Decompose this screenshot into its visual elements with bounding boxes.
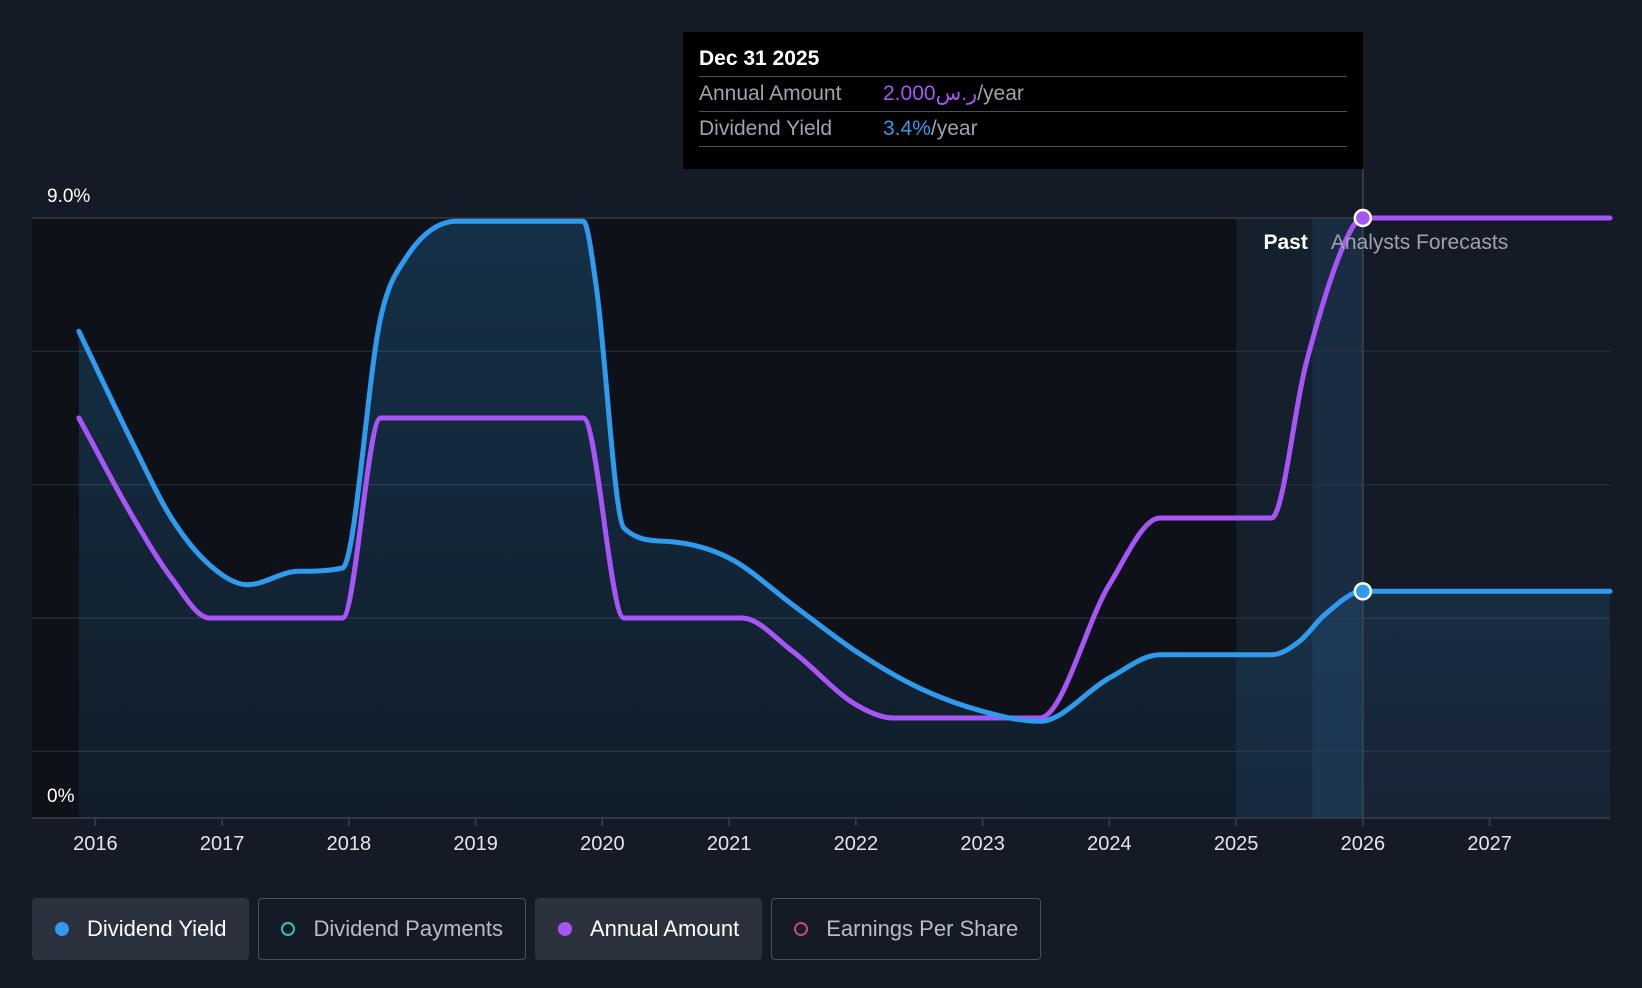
dividend-yield-line <box>76 218 1613 724</box>
annual-amount-marker[interactable] <box>1353 208 1373 228</box>
legend-earnings-per-share-dot-icon <box>794 922 809 936</box>
x-tick-labels: 2016 2017 2018 2019 2020 2021 2022 2023 2024 2025… <box>73 818 1512 855</box>
x-tick-label: 2020 <box>580 833 625 855</box>
dividend-yield-marker[interactable] <box>1353 582 1373 601</box>
legend-dividend-payments[interactable]: Dividend Payments <box>258 898 526 960</box>
tooltip: Dec 31 2025 Annual Amount 2.000ر.س /year… <box>683 32 1363 169</box>
x-tick-label: 2017 <box>200 833 245 855</box>
x-tick-label: 2021 <box>707 833 752 855</box>
past-label: Past <box>1263 231 1307 254</box>
tooltip-annual-amount-row: Annual Amount 2.000ر.س /year <box>699 77 1347 112</box>
x-tick-label: 2019 <box>453 833 498 855</box>
tooltip-dividend-yield-label: Dividend Yield <box>699 117 833 140</box>
tooltip-dividend-yield-row: Dividend Yield 3.4% /year <box>699 112 1347 147</box>
x-tick-label: 2025 <box>1214 833 1259 855</box>
y-tick-label-bottom: 0% <box>47 786 75 807</box>
legend-annual-amount-dot-icon <box>557 922 572 936</box>
legend-dividend-yield-label: Dividend Yield <box>87 916 227 941</box>
legend-dividend-payments-dot-icon <box>281 922 296 936</box>
x-tick-label: 2018 <box>327 833 372 855</box>
y-tick-label-top: 9.0% <box>47 186 90 207</box>
tooltip-annual-amount-unit: /year <box>977 82 1024 105</box>
legend-earnings-per-share-label: Earnings Per Share <box>826 916 1019 941</box>
x-tick-label: 2027 <box>1467 833 1512 855</box>
x-tick-label: 2016 <box>73 833 118 855</box>
x-tick-label: 2024 <box>1087 833 1132 855</box>
tooltip-annual-amount-value: 2.000ر.س <box>883 82 978 105</box>
tooltip-dividend-yield-value: 3.4% <box>883 117 931 140</box>
legend: Dividend Yield Dividend Payments Annual … <box>32 898 1042 960</box>
tooltip-annual-amount-label: Annual Amount <box>699 82 842 105</box>
legend-dividend-payments-label: Dividend Payments <box>313 916 503 941</box>
analysts-forecasts-label: Analysts Forecasts <box>1331 231 1508 254</box>
tooltip-date: Dec 31 2025 <box>699 44 1347 77</box>
x-tick-label: 2023 <box>960 833 1005 855</box>
legend-dividend-yield-dot-icon <box>55 922 69 936</box>
legend-dividend-yield[interactable]: Dividend Yield <box>32 898 250 960</box>
annual-amount-line <box>76 215 1613 721</box>
dividend-yield-area <box>78 221 1610 819</box>
legend-annual-amount-label: Annual Amount <box>589 916 740 941</box>
x-tick-label: 2026 <box>1341 833 1386 855</box>
legend-annual-amount[interactable]: Annual Amount <box>534 898 763 960</box>
x-tick-label: 2022 <box>834 833 879 855</box>
legend-earnings-per-share[interactable]: Earnings Per Share <box>771 898 1042 960</box>
tooltip-dividend-yield-unit: /year <box>930 117 978 140</box>
